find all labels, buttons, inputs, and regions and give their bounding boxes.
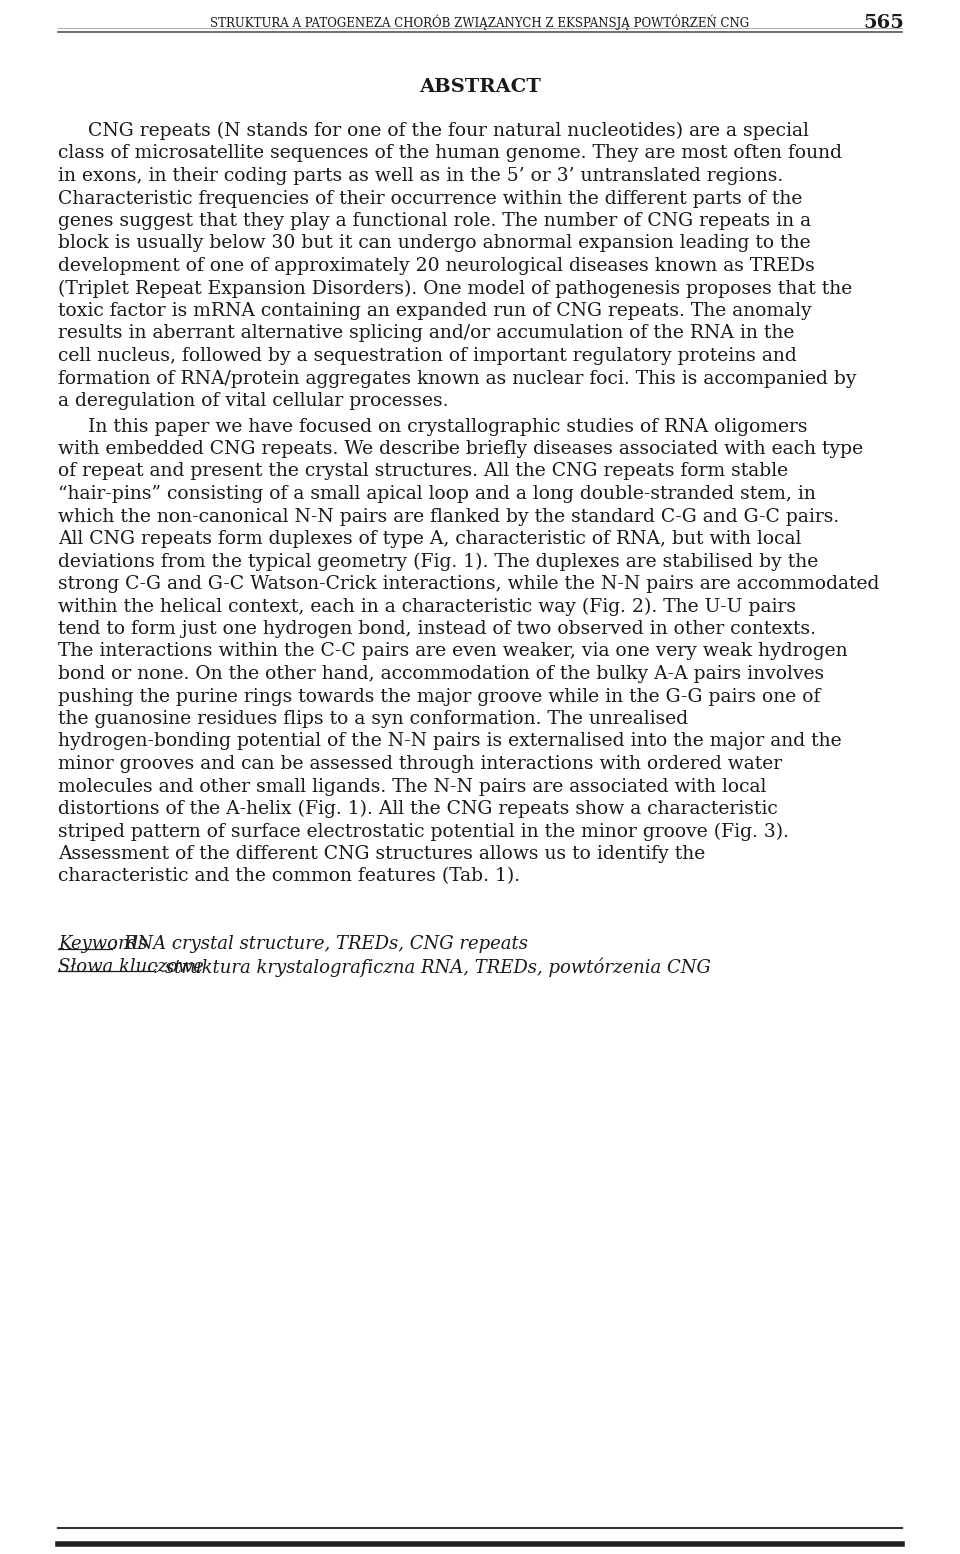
Text: 565: 565 (863, 14, 904, 33)
Text: The interactions within the C-C pairs are even weaker, via one very weak hydroge: The interactions within the C-C pairs ar… (58, 642, 848, 660)
Text: deviations from the typical geometry (Fig. 1). The duplexes are stabilised by th: deviations from the typical geometry (Fi… (58, 553, 818, 570)
Text: the guanosine residues flips to a syn conformation. The unrealised: the guanosine residues flips to a syn co… (58, 710, 688, 727)
Text: toxic factor is mRNA containing an expanded run of CNG repeats. The anomaly: toxic factor is mRNA containing an expan… (58, 301, 811, 320)
Text: In this paper we have focused on crystallographic studies of RNA oligomers: In this paper we have focused on crystal… (87, 418, 807, 435)
Text: cell nucleus, followed by a sequestration of important regulatory proteins and: cell nucleus, followed by a sequestratio… (58, 347, 797, 365)
Text: with embedded CNG repeats. We describe briefly diseases associated with each typ: with embedded CNG repeats. We describe b… (58, 440, 863, 458)
Text: formation of RNA/protein aggregates known as nuclear foci. This is accompanied b: formation of RNA/protein aggregates know… (58, 370, 856, 387)
Text: block is usually below 30 but it can undergo abnormal expansion leading to the: block is usually below 30 but it can und… (58, 235, 810, 252)
Text: CNG repeats (N stands for one of the four natural nucleotides) are a special: CNG repeats (N stands for one of the fou… (87, 123, 808, 140)
Text: striped pattern of surface electrostatic potential in the minor groove (Fig. 3).: striped pattern of surface electrostatic… (58, 822, 789, 841)
Text: distortions of the A-helix (Fig. 1). All the CNG repeats show a characteristic: distortions of the A-helix (Fig. 1). All… (58, 800, 778, 819)
Text: results in aberrant alternative splicing and/or accumulation of the RNA in the: results in aberrant alternative splicing… (58, 325, 794, 342)
Text: molecules and other small ligands. The N-N pairs are associated with local: molecules and other small ligands. The N… (58, 777, 766, 796)
Text: Assessment of the different CNG structures allows us to identify the: Assessment of the different CNG structur… (58, 845, 706, 862)
Text: strong C-G and G-C Watson-Crick interactions, while the N-N pairs are accommodat: strong C-G and G-C Watson-Crick interact… (58, 575, 879, 594)
Text: (Triplet Repeat Expansion Disorders). One model of pathogenesis proposes that th: (Triplet Repeat Expansion Disorders). On… (58, 280, 852, 298)
Text: genes suggest that they play a functional role. The number of CNG repeats in a: genes suggest that they play a functiona… (58, 211, 811, 230)
Text: within the helical context, each in a characteristic way (Fig. 2). The U-U pairs: within the helical context, each in a ch… (58, 597, 796, 615)
Text: minor grooves and can be assessed through interactions with ordered water: minor grooves and can be assessed throug… (58, 755, 782, 772)
Text: of repeat and present the crystal structures. All the CNG repeats form stable: of repeat and present the crystal struct… (58, 463, 788, 480)
Text: development of one of approximately 20 neurological diseases known as TREDs: development of one of approximately 20 n… (58, 256, 815, 275)
Text: : struktura krystalograficzna RNA, TREDs, powtórzenia CNG: : struktura krystalograficzna RNA, TREDs… (153, 957, 710, 977)
Text: Słowa kluczowe: Słowa kluczowe (58, 957, 204, 976)
Text: tend to form just one hydrogen bond, instead of two observed in other contexts.: tend to form just one hydrogen bond, ins… (58, 620, 816, 639)
Text: ABSTRACT: ABSTRACT (420, 78, 540, 96)
Text: Keywords: Keywords (58, 936, 148, 953)
Text: characteristic and the common features (Tab. 1).: characteristic and the common features (… (58, 867, 520, 886)
Text: Characteristic frequencies of their occurrence within the different parts of the: Characteristic frequencies of their occu… (58, 190, 803, 208)
Text: All CNG repeats form duplexes of type A, characteristic of RNA, but with local: All CNG repeats form duplexes of type A,… (58, 530, 802, 549)
Text: : RNA crystal structure, TREDs, CNG repeats: : RNA crystal structure, TREDs, CNG repe… (112, 936, 528, 953)
Text: pushing the purine rings towards the major groove while in the G-G pairs one of: pushing the purine rings towards the maj… (58, 687, 821, 706)
Text: which the non-canonical N-N pairs are flanked by the standard C-G and G-C pairs.: which the non-canonical N-N pairs are fl… (58, 508, 839, 525)
Text: STRUKTURA A PATOGENEZA CHORÓB ZWIĄZANYCH Z EKSPANSJĄ POWTÓRZEŃ CNG: STRUKTURA A PATOGENEZA CHORÓB ZWIĄZANYCH… (210, 14, 750, 30)
Text: class of microsatellite sequences of the human genome. They are most often found: class of microsatellite sequences of the… (58, 145, 842, 163)
Text: in exons, in their coding parts as well as in the 5’ or 3’ untranslated regions.: in exons, in their coding parts as well … (58, 166, 783, 185)
Text: a deregulation of vital cellular processes.: a deregulation of vital cellular process… (58, 392, 448, 410)
Text: bond or none. On the other hand, accommodation of the bulky A-A pairs involves: bond or none. On the other hand, accommo… (58, 665, 824, 684)
Text: hydrogen-bonding potential of the N-N pairs is externalised into the major and t: hydrogen-bonding potential of the N-N pa… (58, 732, 842, 751)
Text: “hair-pins” consisting of a small apical loop and a long double-stranded stem, i: “hair-pins” consisting of a small apical… (58, 485, 816, 503)
